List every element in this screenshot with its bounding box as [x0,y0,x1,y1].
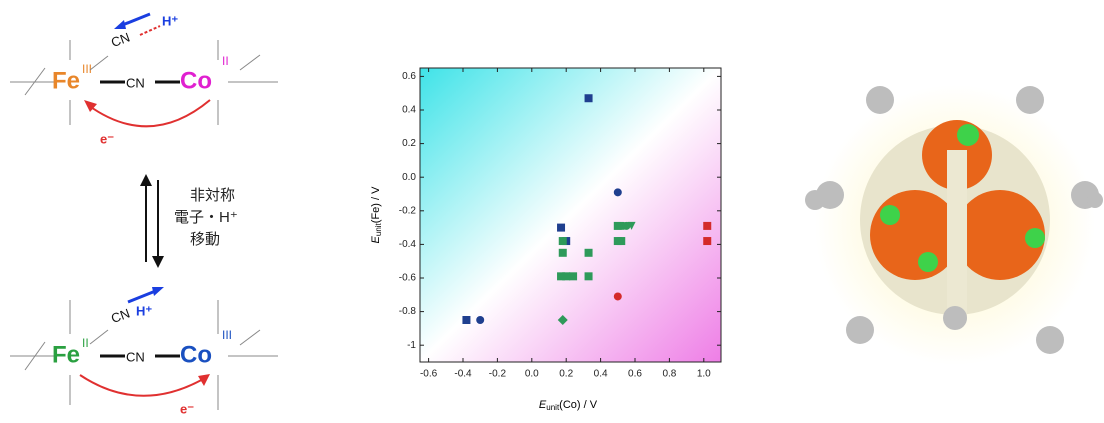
y-tick-label: 0.2 [402,138,416,149]
x-tick-label: -0.4 [454,369,472,380]
axis-subscript: unit [374,222,383,236]
point [703,222,711,230]
axis-text: (Co) / V [559,399,598,411]
metal-label: Fe [52,67,80,94]
electron-label: e⁻ [100,131,114,146]
axis-subscript: unit [546,403,560,412]
point [617,237,625,245]
point [614,292,622,300]
point [703,237,711,245]
point [585,249,593,257]
y-tick-label: 0.4 [402,105,416,116]
molecule-image [805,85,1103,365]
x-tick-label: 0.2 [559,369,573,380]
electron-label: e⁻ [180,401,194,416]
x-tick-label: 0.6 [628,369,642,380]
bridge-label: CN [126,349,145,364]
point [562,272,570,280]
figure: Fe III CN Co II CN H⁺ e⁻ 非対称 電子・H⁺ 移動 Fe… [0,0,1104,423]
equilibrium: 非対称 電子・H⁺ 移動 [140,174,238,268]
proton-label: H⁺ [162,13,178,28]
atom [1016,86,1044,114]
y-axis-label: Eunit(Fe) / V [370,186,383,244]
point [569,272,577,280]
y-tick-label: -1 [407,340,416,351]
atom [943,306,967,330]
bond [240,55,260,70]
x-tick-label: 0.0 [525,369,539,380]
process-label: 移動 [190,231,220,248]
atom [880,205,900,225]
x-tick-label: 1.0 [697,369,711,380]
atom [805,190,825,210]
point [462,316,470,324]
process-label: 非対称 [190,187,235,204]
proton-label: H⁺ [136,303,152,318]
ligand-label: CN [109,30,132,51]
y-tick-label: -0.2 [399,205,417,216]
ligand-label: CN [109,306,132,327]
atom [1025,228,1045,248]
arrowhead [152,256,164,268]
x-tick-label: 0.8 [662,369,676,380]
bond [240,330,260,345]
h-bond [140,26,160,35]
oxidation-label: III [222,328,232,342]
process-label: 電子・H⁺ [174,209,238,226]
bond [90,56,108,70]
bond [90,330,108,344]
core [870,190,960,280]
y-tick-label: -0.4 [399,239,417,250]
atom [957,124,979,146]
arrowhead [152,287,164,296]
y-tick-label: 0.6 [402,71,416,82]
metal-label: Co [180,67,212,94]
atom [918,252,938,272]
x-tick-label: -0.2 [489,369,507,380]
atom [1087,192,1103,208]
point [614,188,622,196]
point [585,272,593,280]
atom [1036,326,1064,354]
x-tick-label: 0.4 [594,369,608,380]
arrowhead [114,20,126,29]
scheme-bottom: Fe II CN Co III CN H⁺ e⁻ [10,287,278,416]
y-tick-label: -0.6 [399,273,417,284]
x-axis-label: Eunit(Co) / V [539,399,598,412]
point [585,94,593,102]
y-tick-label: -0.8 [399,306,417,317]
point [476,316,484,324]
axis-text: (Fe) / V [370,186,382,223]
scheme-top: Fe III CN Co II CN H⁺ e⁻ [10,13,278,146]
metal-label: Co [180,341,212,368]
y-tick-label: 0.0 [402,172,416,183]
metal-label: Fe [52,341,80,368]
bridge [947,150,967,320]
point [559,237,567,245]
x-tick-label: -0.6 [420,369,438,380]
atom [846,316,874,344]
arrow [88,100,210,126]
point [559,249,567,257]
bridge-label: CN [126,75,145,90]
point [557,224,565,232]
oxidation-label: II [82,336,89,350]
oxidation-label: II [222,54,229,68]
atom [866,86,894,114]
arrow [80,375,205,396]
arrowhead [140,174,152,186]
